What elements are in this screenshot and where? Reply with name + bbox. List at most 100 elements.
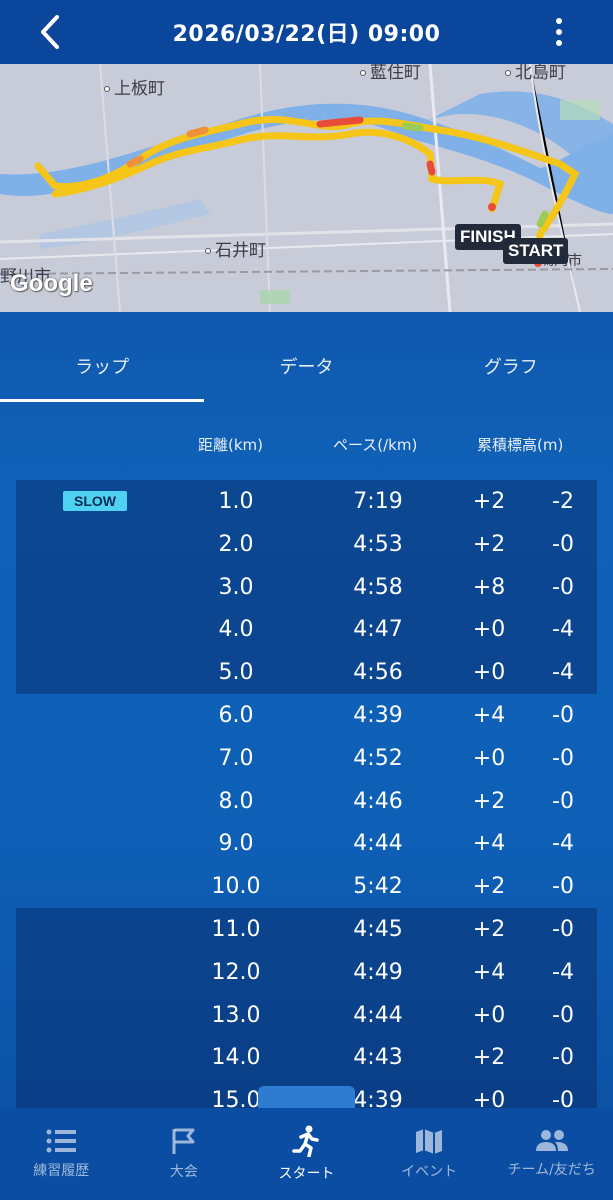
lap-pace: 7:19: [353, 489, 403, 514]
runner-icon: [292, 1125, 320, 1157]
lap-elevation-up: +0: [472, 745, 506, 771]
map-label-yoshinogawa: 野川市: [0, 267, 51, 287]
route-map[interactable]: 上板町 藍住町 北島町 石井町 野川市 鳴門市 FINISH START Goo…: [0, 64, 613, 312]
more-menu-button[interactable]: [549, 12, 569, 52]
lap-elevation-up: +2: [472, 489, 506, 514]
tab-label: データ: [279, 357, 334, 378]
lap-elevation-up: +8: [472, 574, 506, 600]
lap-elevation-down: -2: [552, 489, 574, 514]
nav-label: チーム/友だち: [507, 1162, 596, 1178]
list-icon: [46, 1129, 77, 1153]
tab-bar: ラップ データ グラフ: [0, 330, 613, 402]
lap-pace: 4:44: [353, 831, 403, 857]
map-label-ishii: 石井町: [205, 236, 266, 261]
lap-pace: 4:53: [353, 531, 403, 557]
page-title: 2026/03/22(日) 09:00: [172, 22, 441, 47]
lap-distance: 3.0: [218, 574, 254, 600]
map-label-kitajima: 北島町: [505, 64, 566, 83]
col-distance: 距離(km): [198, 436, 264, 454]
lap-row: 14.0 4:43 +2 -0: [0, 1036, 613, 1079]
map-canvas: [0, 64, 613, 312]
people-icon: [535, 1130, 568, 1151]
map-icon: [416, 1129, 443, 1154]
lap-distance: 9.0: [218, 831, 254, 857]
nav-label: スタート: [278, 1166, 335, 1182]
lap-elevation-up: +2: [472, 1045, 506, 1071]
more-vertical-icon: [556, 18, 562, 24]
lap-elevation-up: +0: [472, 660, 506, 686]
back-button[interactable]: [30, 10, 70, 54]
lap-elevation-down: -4: [552, 959, 574, 985]
col-elevation: 累積標高(m): [477, 436, 564, 454]
tab-laps[interactable]: ラップ: [0, 330, 205, 402]
lap-row: 7.0 4:52 +0 -0: [0, 737, 613, 780]
nav-label: イベント: [401, 1164, 458, 1180]
lap-distance: 7.0: [218, 745, 254, 771]
lap-distance: 13.0: [211, 1002, 261, 1028]
lap-elevation-up: +4: [472, 831, 506, 857]
lap-row: 3.0 4:58 +8 -0: [0, 566, 613, 609]
lap-elevation-down: -0: [552, 745, 574, 771]
lap-row: 8.0 4:46 +2 -0: [0, 780, 613, 823]
start-marker[interactable]: START: [503, 238, 569, 264]
lap-row: 4.0 4:47 +0 -4: [0, 608, 613, 651]
lap-pace: 4:56: [353, 660, 403, 686]
lap-elevation-up: +4: [472, 959, 506, 985]
lap-pace: 4:39: [353, 703, 403, 728]
lap-row: 1.0 7:19 +2 -2: [0, 480, 613, 523]
lap-pace: 4:49: [353, 959, 403, 985]
tab-label: グラフ: [483, 357, 538, 378]
col-pace: ペース(/km): [333, 436, 418, 454]
lap-row: 6.0 4:39 +4 -0: [0, 694, 613, 737]
slow-badge: SLOW: [63, 491, 127, 511]
row-band-11-15: [16, 908, 597, 1108]
lap-distance: 1.0: [218, 489, 254, 514]
lap-elevation-down: -0: [552, 1045, 574, 1071]
lap-distance: 14.0: [211, 1045, 261, 1071]
nav-label: 大会: [169, 1164, 198, 1180]
lap-elevation-up: +2: [472, 917, 506, 942]
lap-elevation-down: -0: [552, 703, 574, 728]
nav-history[interactable]: 練習履歴: [0, 1108, 123, 1200]
tab-data[interactable]: データ: [204, 330, 408, 402]
nav-label: 練習履歴: [33, 1163, 90, 1179]
lap-elevation-down: -4: [552, 831, 574, 857]
lap-pace: 4:44: [353, 1002, 403, 1028]
tab-label: ラップ: [75, 357, 130, 378]
lap-elevation-down: -0: [552, 1088, 574, 1114]
lap-pace: 4:43: [353, 1045, 403, 1071]
lap-elevation-down: -0: [552, 788, 574, 814]
lap-pace: 4:58: [353, 574, 403, 600]
lap-row: 5.0 4:56 +0 -4: [0, 651, 613, 694]
lap-elevation-up: +2: [472, 874, 506, 900]
bottom-nav: 練習履歴 大会 スタート イベント: [0, 1108, 613, 1200]
lap-pace: 4:47: [353, 617, 403, 643]
lap-pace: 4:46: [353, 788, 403, 814]
chevron-left-icon: [41, 15, 59, 49]
lap-pace: 4:52: [353, 745, 403, 771]
nav-start[interactable]: スタート: [245, 1108, 368, 1200]
header-bar: 2026/03/22(日) 09:00: [0, 0, 613, 64]
lap-elevation-up: +2: [472, 531, 506, 557]
lap-elevation-down: -0: [552, 1002, 574, 1028]
lap-row: 13.0 4:44 +0 -0: [0, 994, 613, 1037]
lap-pace: 5:42: [353, 874, 403, 900]
lap-elevation-down: -0: [552, 531, 574, 557]
nav-races[interactable]: 大会: [123, 1108, 246, 1200]
lap-elevation-down: -4: [552, 617, 574, 643]
nav-team-friends[interactable]: チーム/友だち: [490, 1108, 613, 1200]
nav-events[interactable]: イベント: [368, 1108, 491, 1200]
lap-elevation-down: -0: [552, 917, 574, 942]
lap-row: 12.0 4:49 +4 -4: [0, 951, 613, 994]
lap-distance: 2.0: [218, 531, 254, 557]
map-label-aizumi: 藍住町: [360, 64, 421, 83]
lap-elevation-up: +0: [472, 617, 506, 643]
lap-distance: 8.0: [218, 788, 254, 814]
lap-row: 9.0 4:44 +4 -4: [0, 822, 613, 865]
lap-table-header: 距離(km) ペース(/km) 累積標高(m): [0, 434, 613, 464]
lap-distance: 6.0: [218, 703, 254, 728]
tab-graph[interactable]: グラフ: [409, 330, 613, 402]
more-dot: [556, 40, 562, 46]
lap-distance: 10.0: [211, 874, 261, 900]
